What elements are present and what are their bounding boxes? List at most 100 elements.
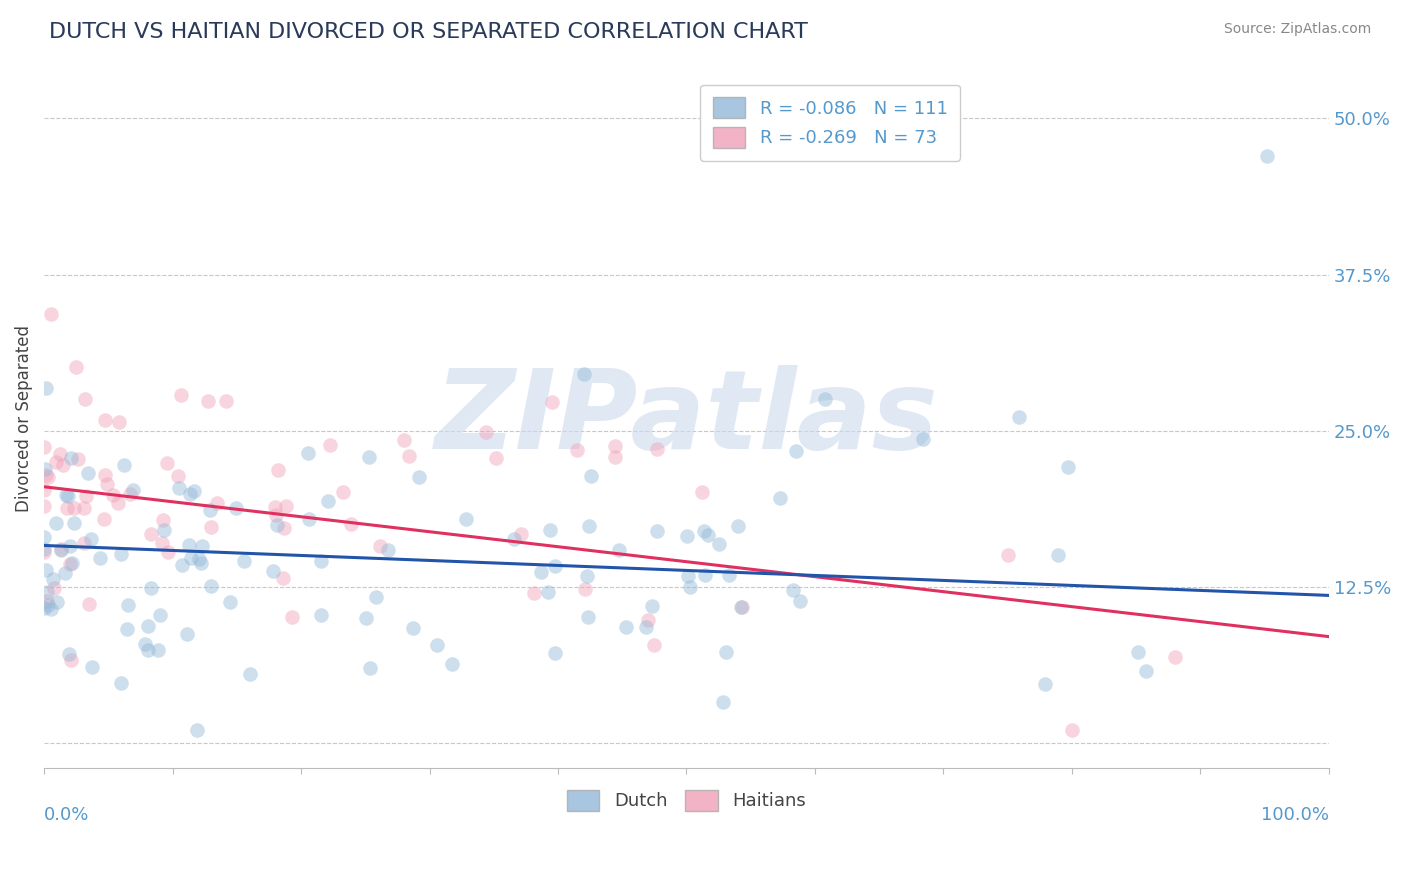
Point (782, 582, 804, 597)
Point (205, 496, 228, 510)
Point (89, 551, 111, 566)
Point (73, 501, 96, 516)
Point (186, 723, 208, 737)
Point (426, 638, 449, 652)
Point (572, 368, 595, 382)
Point (190, 556, 212, 570)
Point (267, 463, 290, 477)
Point (1060, 723, 1083, 738)
Point (49, 543, 72, 558)
Point (136, 619, 159, 633)
Point (172, 558, 194, 573)
Point (49, 447, 72, 461)
Point (309, 554, 332, 568)
Point (544, 559, 567, 574)
Point (59, 557, 82, 571)
Point (170, 388, 193, 402)
Point (298, 512, 321, 526)
Point (156, 456, 179, 470)
Point (536, 585, 558, 599)
Point (139, 526, 162, 541)
Point (167, 468, 190, 483)
Point (605, 450, 627, 464)
Point (565, 443, 588, 458)
Point (214, 393, 236, 408)
Point (101, 487, 124, 501)
Point (262, 564, 284, 578)
Point (357, 450, 380, 465)
Point (107, 495, 129, 509)
Point (718, 568, 741, 582)
Point (45, 595, 67, 609)
Point (607, 542, 630, 557)
Point (1126, 645, 1149, 659)
Point (398, 449, 420, 463)
Point (148, 643, 170, 657)
Point (39, 307, 62, 321)
Point (523, 585, 546, 599)
Point (605, 439, 627, 453)
Point (676, 568, 699, 582)
Point (727, 519, 749, 533)
Point (63, 516, 86, 530)
Point (368, 539, 391, 553)
Point (540, 394, 562, 409)
Point (73, 392, 96, 407)
Point (153, 523, 176, 537)
Point (1046, 548, 1069, 562)
Point (179, 537, 201, 551)
Point (1033, 677, 1056, 691)
Point (509, 527, 531, 541)
Point (118, 486, 141, 500)
Point (485, 451, 508, 466)
Point (112, 458, 135, 472)
Point (730, 600, 752, 615)
Point (769, 491, 792, 505)
Point (52, 458, 75, 472)
Point (42, 572, 65, 586)
Point (37, 585, 59, 599)
Point (1057, 460, 1080, 475)
Point (34, 462, 56, 476)
Text: Source: ZipAtlas.com: Source: ZipAtlas.com (1223, 22, 1371, 37)
Point (579, 469, 602, 483)
Point (714, 645, 737, 659)
Point (332, 485, 354, 500)
Point (264, 508, 287, 522)
Point (56, 501, 79, 516)
Point (266, 518, 288, 533)
Point (200, 579, 222, 593)
Point (45, 516, 67, 530)
Point (35, 467, 58, 482)
Point (502, 532, 524, 546)
Point (538, 523, 561, 537)
Point (176, 627, 198, 641)
Point (60, 653, 83, 667)
Point (34, 499, 56, 513)
Point (647, 442, 669, 457)
Point (364, 590, 387, 604)
Point (150, 536, 173, 550)
Point (637, 614, 659, 628)
Point (34, 541, 56, 556)
Point (359, 661, 381, 675)
Point (32, 483, 55, 498)
Point (707, 537, 730, 551)
Point (108, 415, 131, 429)
Point (139, 581, 162, 595)
Point (96, 476, 118, 491)
Point (180, 550, 202, 565)
Point (578, 519, 600, 533)
Point (1256, 149, 1278, 163)
Point (219, 595, 242, 609)
Point (232, 553, 254, 567)
Point (93, 511, 115, 525)
Point (188, 551, 211, 566)
Point (297, 446, 319, 460)
Point (530, 566, 553, 580)
Point (37, 470, 59, 484)
Point (65, 360, 87, 375)
Point (911, 432, 934, 446)
Point (44, 581, 66, 595)
Point (34, 530, 56, 544)
